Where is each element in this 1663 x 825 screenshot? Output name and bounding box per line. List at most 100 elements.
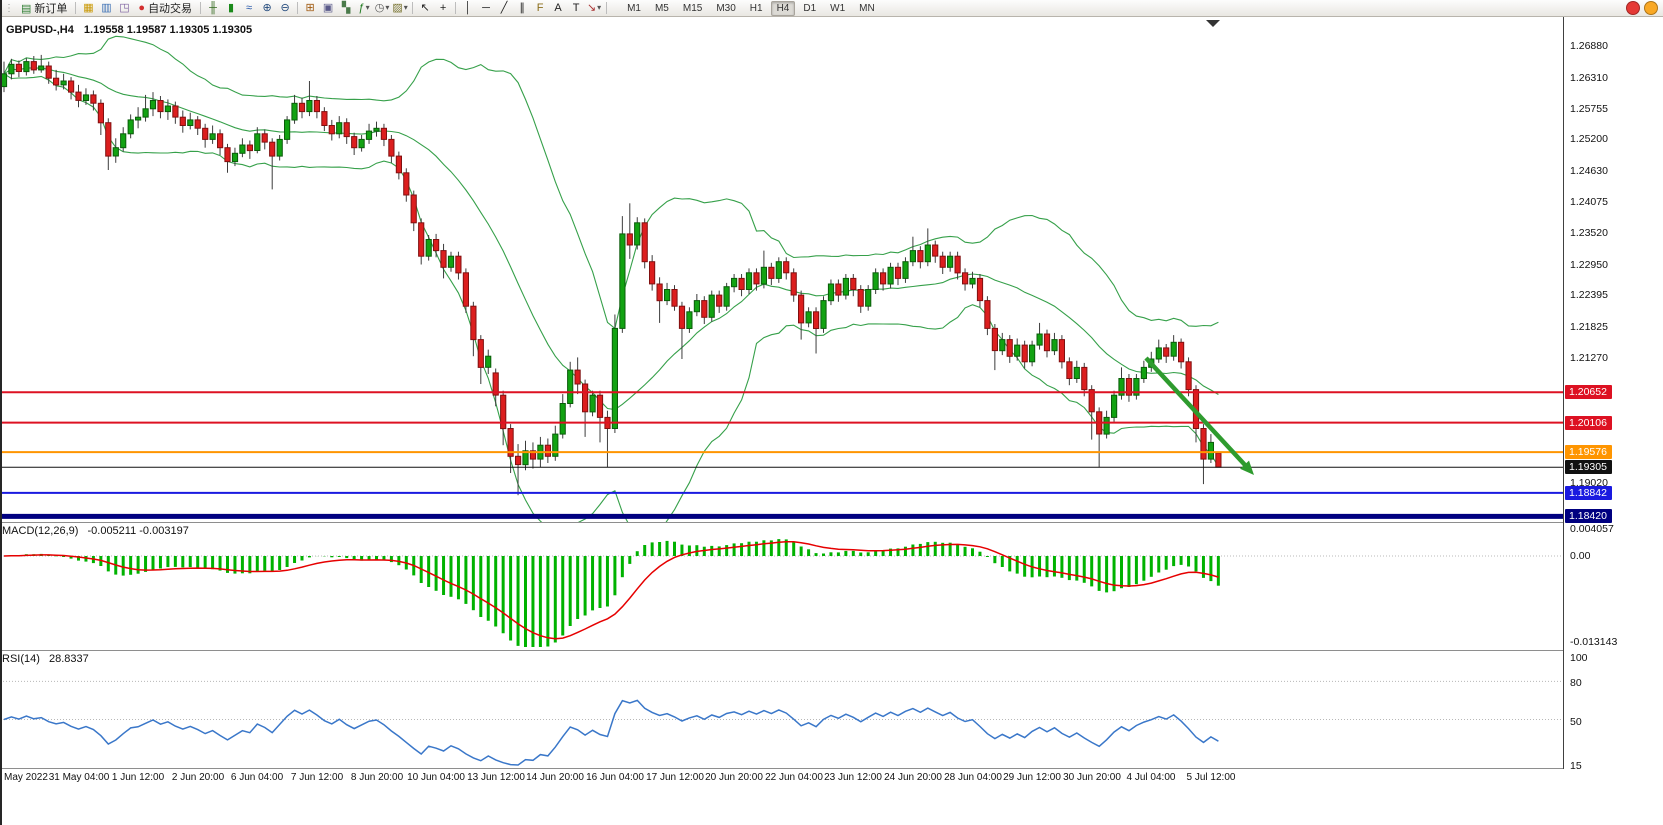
text-icon[interactable]: A <box>549 1 567 16</box>
main-chart-panel[interactable]: GBPUSD-,H4 1.19558 1.19587 1.19305 1.193… <box>0 17 1563 523</box>
toolbar-separator <box>455 2 457 14</box>
time-label: 10 Jun 04:00 <box>407 772 465 783</box>
cursor-icon[interactable]: ↖ <box>416 1 434 16</box>
time-label: 28 Jun 04:00 <box>944 772 1002 783</box>
rsi-line <box>3 699 1219 766</box>
price-axis-label: 1.25755 <box>1570 103 1608 115</box>
horizontal-line-icon[interactable]: ─ <box>477 1 495 16</box>
trendline-icon[interactable]: ╱ <box>495 1 513 16</box>
horizontal-levels-layer <box>0 391 1563 519</box>
navigator-icon[interactable]: ◳ <box>115 1 133 16</box>
time-axis[interactable]: May 2022 31 May 04:00 1 Jun 12:00 2 Jun 20:… <box>0 769 1563 793</box>
bollinger-upper-line <box>3 35 1219 330</box>
timeframe-m5-button[interactable]: M5 <box>654 2 669 14</box>
text-label-icon-glyph: T <box>572 1 580 14</box>
macd-scale-label: -0.013143 <box>1570 636 1618 648</box>
timeframe-mn-button[interactable]: MN <box>859 2 875 14</box>
toolbar-separator <box>412 2 414 14</box>
time-label: 7 Jun 12:00 <box>290 772 344 783</box>
rsi-name: RSI(14) <box>2 653 40 665</box>
candles-layer <box>0 54 1222 496</box>
time-label: 24 Jun 20:00 <box>884 772 942 783</box>
main-chart-svg <box>0 20 1563 522</box>
timeframe-m1-button[interactable]: M1 <box>627 2 641 14</box>
zoom-in-icon[interactable]: ⊕ <box>258 1 276 16</box>
templates-icon-dropdown[interactable]: ▾ <box>403 3 408 12</box>
crosshair-icon[interactable]: + <box>434 1 452 16</box>
community-icon[interactable] <box>1626 1 1640 15</box>
fibonacci-icon[interactable]: F <box>531 1 549 16</box>
time-label: 8 Jun 20:00 <box>350 772 404 783</box>
alerts-icon[interactable] <box>1644 1 1658 15</box>
zoom-in-icon-glyph: ⊕ <box>262 1 272 14</box>
rsi-svg <box>0 680 1563 766</box>
arrows-icon[interactable]: ↘ ▾ <box>585 1 603 16</box>
time-label: 30 Jun 20:00 <box>1063 772 1121 783</box>
time-label: 23 Jun 12:00 <box>824 772 882 783</box>
rsi-scale-label: 50 <box>1570 716 1582 728</box>
toolbar-separator <box>297 2 299 14</box>
chart-title: GBPUSD-,H4 1.19558 1.19587 1.19305 1.193… <box>6 24 252 36</box>
zoom-out-icon[interactable]: ⊖ <box>276 1 294 16</box>
timeframe-m15-button[interactable]: M15 <box>682 2 703 14</box>
toolbar-separator <box>606 2 608 14</box>
indicators-icon-dropdown[interactable]: ▾ <box>365 3 370 12</box>
chart-symbol-period: GBPUSD-,H4 <box>6 24 74 36</box>
price-badge-1.20106: 1.20106 <box>1565 416 1612 430</box>
tile-windows-icon[interactable]: ⊞ <box>301 1 319 16</box>
time-label: 31 May 04:00 <box>48 772 110 783</box>
periods-icon-glyph: ◷ <box>374 1 385 14</box>
bollinger-middle-line <box>3 67 1219 411</box>
timeframe-w1-button[interactable]: W1 <box>830 2 846 14</box>
time-label: 5 Jul 12:00 <box>1186 772 1236 783</box>
price-axis[interactable]: 1.26880 1.26310 1.25755 1.25200 1.24630 1.240… <box>1563 17 1663 772</box>
arrange-windows-icon[interactable]: ▚ <box>337 1 355 16</box>
periods-icon-dropdown[interactable]: ▾ <box>385 3 390 12</box>
trendline-icon-glyph: ╱ <box>500 1 508 14</box>
autotrading-button[interactable]: ● 自动交易 <box>133 1 197 16</box>
data-window-icon-glyph: ▥ <box>101 1 112 14</box>
equidistant-channel-icon[interactable]: ∥ <box>513 1 531 16</box>
candlestick-chart-icon-glyph: ▮ <box>228 1 235 14</box>
macd-panel[interactable]: MACD(12,26,9) -0.005211 -0.003197 <box>0 523 1563 651</box>
line-chart-icon[interactable]: ≈ <box>240 1 258 16</box>
rsi-panel[interactable]: RSI(14) 28.8337 <box>0 651 1563 769</box>
price-axis-label: 1.25200 <box>1570 133 1608 145</box>
price-badge-1.19576: 1.19576 <box>1565 445 1612 459</box>
periods-icon[interactable]: ◷ ▾ <box>373 1 391 16</box>
indicators-icon-glyph: ƒ <box>358 1 365 14</box>
macd-current-values: -0.005211 -0.003197 <box>87 525 189 537</box>
vertical-line-icon[interactable]: │ <box>459 1 477 16</box>
zoom-out-icon-glyph: ⊖ <box>280 1 290 14</box>
timeframe-m30-button[interactable]: M30 <box>716 2 736 14</box>
timeframe-h1-button[interactable]: H1 <box>749 2 763 14</box>
templates-icon[interactable]: ▨ ▾ <box>391 1 409 16</box>
rsi-current-value: 28.8337 <box>48 653 89 665</box>
market-watch-icon[interactable]: ▦ <box>79 1 97 16</box>
time-label: 13 Jun 12:00 <box>467 772 525 783</box>
timeframe-d1-button[interactable]: D1 <box>803 2 817 14</box>
arrows-icon-dropdown[interactable]: ▾ <box>597 3 602 12</box>
arrows-icon-glyph: ↘ <box>586 1 597 14</box>
time-label: 14 Jun 20:00 <box>526 772 584 783</box>
data-window-icon[interactable]: ▥ <box>97 1 115 16</box>
bar-chart-icon[interactable]: ╫ <box>204 1 222 16</box>
time-label: 6 Jun 04:00 <box>230 772 284 783</box>
time-label: 29 Jun 12:00 <box>1003 772 1061 783</box>
text-label-icon[interactable]: T <box>567 1 585 16</box>
chart-shift-marker-icon[interactable] <box>1206 20 1220 27</box>
trend-arrow-annotation[interactable] <box>1144 356 1247 467</box>
price-axis-label: 1.21825 <box>1570 321 1608 333</box>
timeframe-h4-button[interactable]: H4 <box>770 0 796 16</box>
candlestick-chart-icon[interactable]: ▮ <box>222 1 240 16</box>
indicators-icon[interactable]: ƒ ▾ <box>355 1 373 16</box>
time-label: 22 Jun 04:00 <box>765 772 823 783</box>
cascade-windows-icon[interactable]: ▣ <box>319 1 337 16</box>
new-order-button[interactable]: ▤ 新订单 <box>16 1 72 16</box>
time-label: 17 Jun 12:00 <box>646 772 704 783</box>
time-label: 1 Jun 12:00 <box>111 772 165 783</box>
toolbar-separator <box>75 2 77 14</box>
time-label: 2 Jun 20:00 <box>171 772 225 783</box>
time-label: 20 Jun 20:00 <box>705 772 763 783</box>
macd-scale-label: 0.00 <box>1570 550 1591 562</box>
